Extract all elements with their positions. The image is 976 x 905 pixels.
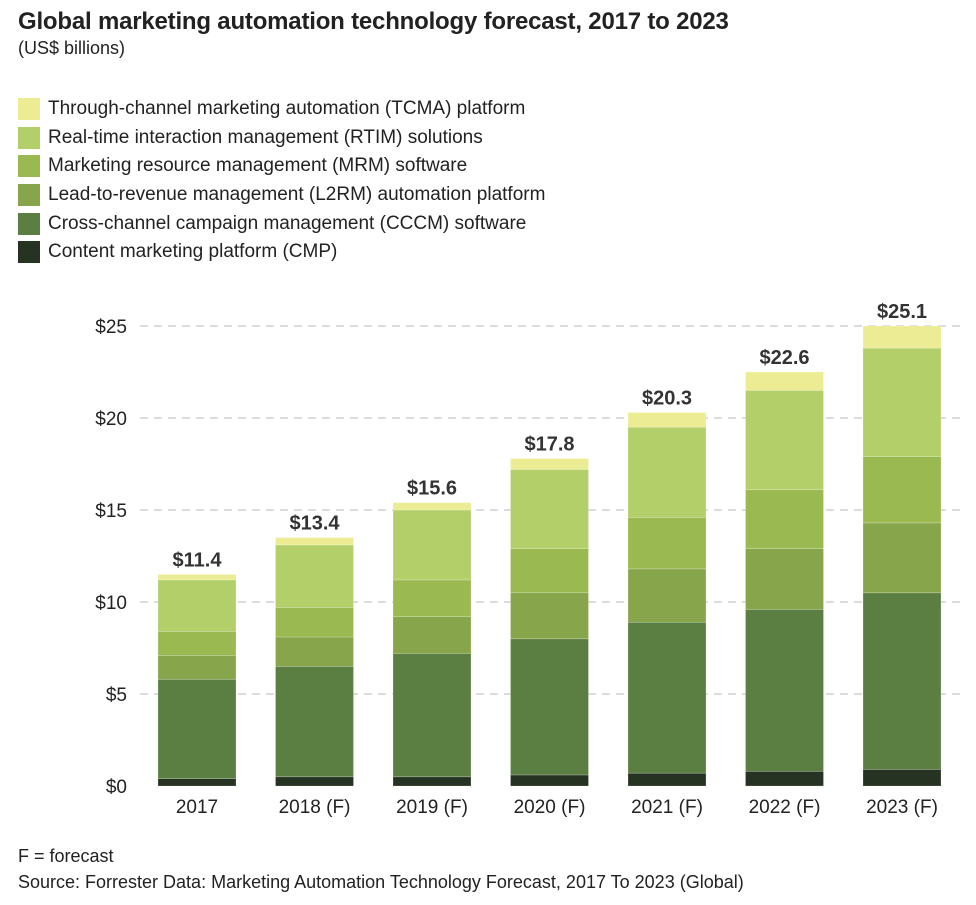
bar-segment — [157, 655, 237, 680]
legend-item: Lead-to-revenue management (L2RM) automa… — [18, 181, 545, 210]
bar-segment — [745, 489, 824, 549]
bar-segment — [510, 774, 589, 787]
bar-total-label: $25.1 — [877, 301, 927, 323]
chart-title: Global marketing automation technology f… — [18, 8, 729, 35]
bar-segment — [392, 509, 472, 581]
legend: Through-channel marketing automation (TC… — [18, 95, 545, 267]
y-tick-label: $5 — [106, 685, 127, 706]
bar-total-label: $17.8 — [524, 433, 574, 455]
legend-item: Through-channel marketing automation (TC… — [18, 95, 545, 124]
legend-swatch — [18, 126, 40, 149]
bar-segment — [510, 592, 589, 640]
bar-segment — [862, 592, 942, 770]
legend-label: Real-time interaction management (RTIM) … — [48, 126, 483, 148]
y-tick-label: $25 — [95, 317, 127, 338]
x-tick-label: 2018 (F) — [279, 797, 351, 818]
bar-total-label: $11.4 — [173, 549, 223, 571]
legend-swatch — [18, 184, 40, 207]
legend-swatch — [18, 98, 40, 121]
y-tick-label: $15 — [95, 501, 127, 522]
legend-label: Content marketing platform (CMP) — [48, 241, 338, 263]
bar-segment — [275, 544, 354, 608]
x-tick-label: 2021 (F) — [631, 797, 703, 818]
bar-total-label: $22.6 — [759, 347, 809, 369]
x-tick-label: 2023 (F) — [866, 797, 938, 818]
legend-swatch — [18, 241, 40, 264]
bar-segment — [275, 666, 354, 778]
bar-segment — [627, 772, 707, 787]
x-tick-label: 2020 (F) — [514, 797, 586, 818]
bar-segment — [745, 371, 824, 391]
bar-total-label: $13.4 — [289, 513, 340, 535]
legend-item: Real-time interaction management (RTIM) … — [18, 124, 545, 153]
y-tick-label: $20 — [95, 409, 127, 430]
bar-segment — [157, 579, 237, 632]
bar-segment — [745, 548, 824, 610]
bar-segment — [157, 574, 237, 581]
bar-segment — [627, 426, 707, 518]
bar-segment — [275, 636, 354, 667]
bar-segment — [510, 469, 589, 549]
bar-segment — [392, 653, 472, 778]
forecast-note: F = forecast — [18, 846, 114, 866]
y-tick-label: $10 — [95, 593, 127, 614]
bar-segment — [510, 548, 589, 594]
bar-segment — [510, 638, 589, 776]
legend-label: Through-channel marketing automation (TC… — [48, 98, 526, 120]
bar-segment — [392, 776, 472, 787]
bar-segment — [862, 769, 942, 787]
bar-segment — [627, 517, 707, 570]
bar-segment — [627, 412, 707, 428]
bar-segment — [392, 616, 472, 654]
chart-subtitle: (US$ billions) — [18, 38, 126, 58]
legend-label: Marketing resource management (MRM) soft… — [48, 155, 468, 177]
legend-label: Cross-channel campaign management (CCCM)… — [48, 212, 527, 234]
bar-segment — [392, 502, 472, 511]
y-tick-label: $0 — [106, 777, 127, 798]
legend-swatch — [18, 212, 40, 235]
bar-segment — [745, 390, 824, 491]
bar-segment — [627, 568, 707, 623]
bar-total-label: $20.3 — [642, 387, 692, 409]
legend-item: Content marketing platform (CMP) — [18, 238, 545, 267]
legend-item: Cross-channel campaign management (CCCM)… — [18, 209, 545, 238]
bar-segment — [627, 621, 707, 774]
bar-segment — [157, 778, 237, 787]
source-note: Source: Forrester Data: Marketing Automa… — [18, 872, 744, 892]
bar-segment — [862, 347, 942, 457]
legend-swatch — [18, 155, 40, 178]
bar-segment — [745, 770, 824, 787]
bar-segment — [157, 678, 237, 779]
legend-item: Marketing resource management (MRM) soft… — [18, 152, 545, 181]
x-tick-label: 2022 (F) — [749, 797, 821, 818]
bar-total-label: $15.6 — [407, 478, 457, 500]
bar-segment — [275, 537, 354, 546]
bar-segment — [392, 579, 472, 618]
bar-segment — [862, 325, 942, 349]
bar-segment — [862, 522, 942, 594]
bar-segment — [510, 458, 589, 470]
x-tick-label: 2017 — [176, 797, 218, 818]
bar-segment — [275, 607, 354, 638]
bar-segment — [275, 776, 354, 787]
x-tick-label: 2019 (F) — [396, 797, 468, 818]
bar-segment — [862, 456, 942, 524]
bar-segment — [157, 631, 237, 656]
bar-segment — [745, 609, 824, 772]
legend-label: Lead-to-revenue management (L2RM) automa… — [48, 184, 546, 206]
